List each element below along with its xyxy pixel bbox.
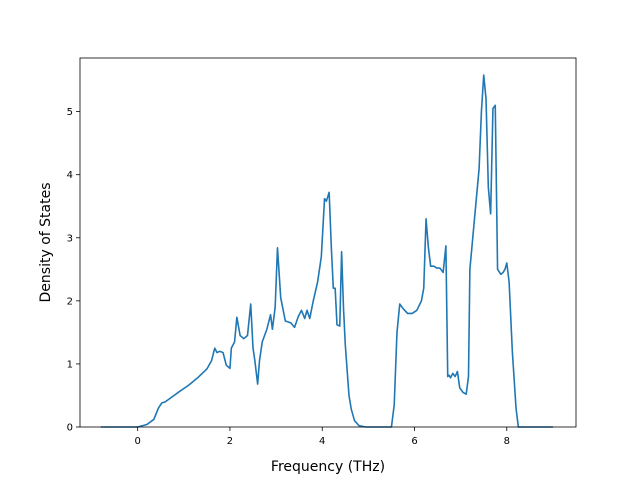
y-tick-label: 0 [67, 423, 73, 434]
plot-background [80, 58, 576, 427]
y-tick-label: 4 [67, 170, 73, 181]
series-layer [100, 74, 553, 428]
y-tick-label: 5 [67, 107, 73, 118]
x-tick-label: 4 [319, 436, 325, 447]
x-tick-label: 0 [134, 436, 140, 447]
y-axis-ticks: 0 1 2 3 4 5 [67, 107, 80, 434]
x-axis-label: Frequency (THz) [271, 459, 385, 475]
y-tick-label: 3 [67, 233, 73, 244]
x-tick-label: 2 [227, 436, 233, 447]
x-axis-ticks: 0 2 4 6 8 [134, 427, 510, 447]
x-tick-label: 6 [411, 436, 417, 447]
y-axis-label: Density of States [38, 183, 54, 303]
x-tick-label: 8 [504, 436, 510, 447]
dos-series-line [100, 74, 553, 428]
y-tick-label: 1 [67, 359, 73, 370]
y-tick-label: 2 [67, 296, 73, 307]
plot-frame [79, 57, 577, 428]
